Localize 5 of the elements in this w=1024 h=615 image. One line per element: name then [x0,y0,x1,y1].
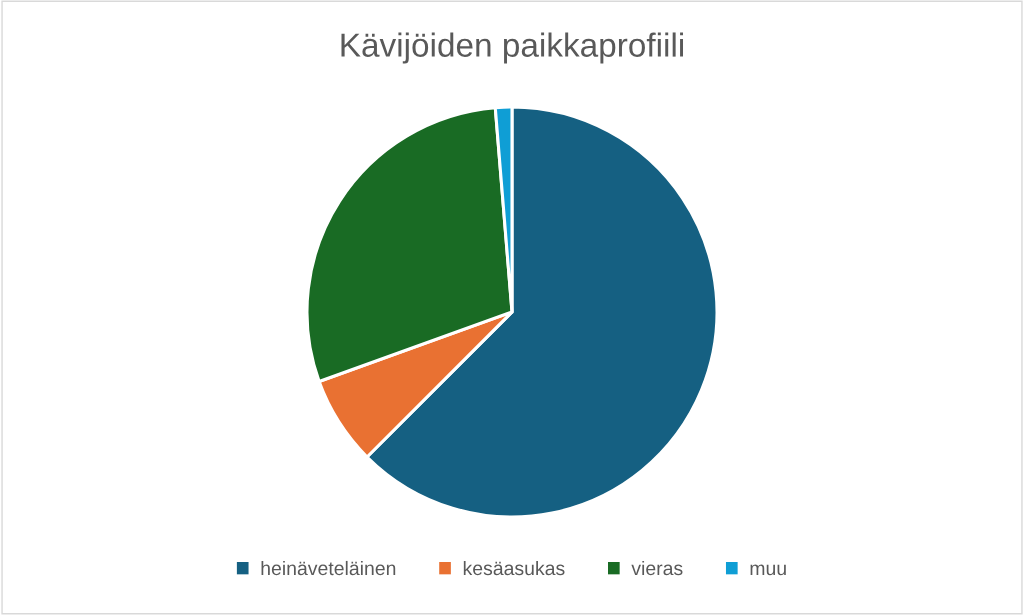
chart-title: Kävijöiden paikkaprofiili [341,32,684,64]
legend-label: muu [750,564,786,576]
legend-label: vieras [631,560,683,576]
legend-label: kesäasukas [463,560,565,576]
legend-label: heinäveteläinen [261,560,396,576]
